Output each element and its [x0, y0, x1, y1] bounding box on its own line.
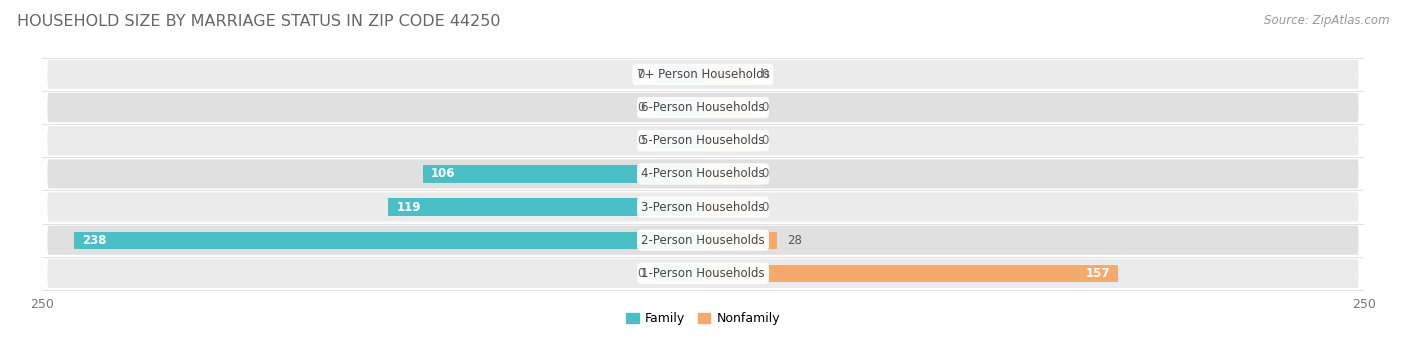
- Bar: [703, 66, 751, 83]
- Text: 0: 0: [761, 167, 769, 180]
- Text: 7+ Person Households: 7+ Person Households: [637, 68, 769, 81]
- Bar: [655, 132, 703, 149]
- Text: 0: 0: [761, 101, 769, 114]
- Bar: [655, 66, 703, 83]
- Bar: [75, 232, 703, 249]
- Text: 2-Person Households: 2-Person Households: [641, 234, 765, 247]
- FancyBboxPatch shape: [48, 159, 1358, 189]
- Text: 106: 106: [430, 167, 456, 180]
- Text: 0: 0: [761, 201, 769, 213]
- Text: 0: 0: [637, 68, 645, 81]
- Bar: [655, 99, 703, 116]
- Bar: [423, 165, 703, 182]
- Bar: [703, 99, 751, 116]
- FancyBboxPatch shape: [48, 192, 1358, 222]
- Bar: [703, 165, 751, 182]
- Text: 4-Person Households: 4-Person Households: [641, 167, 765, 180]
- Bar: [703, 132, 751, 149]
- Text: HOUSEHOLD SIZE BY MARRIAGE STATUS IN ZIP CODE 44250: HOUSEHOLD SIZE BY MARRIAGE STATUS IN ZIP…: [17, 14, 501, 29]
- FancyBboxPatch shape: [48, 259, 1358, 288]
- FancyBboxPatch shape: [48, 93, 1358, 122]
- Text: 0: 0: [761, 134, 769, 147]
- Text: Source: ZipAtlas.com: Source: ZipAtlas.com: [1264, 14, 1389, 27]
- Text: 1-Person Households: 1-Person Households: [641, 267, 765, 280]
- FancyBboxPatch shape: [48, 226, 1358, 255]
- Text: 238: 238: [82, 234, 107, 247]
- Text: 3-Person Households: 3-Person Households: [641, 201, 765, 213]
- Text: 0: 0: [761, 68, 769, 81]
- Text: 0: 0: [637, 134, 645, 147]
- Text: 0: 0: [637, 101, 645, 114]
- Text: 157: 157: [1085, 267, 1111, 280]
- Bar: [703, 198, 751, 216]
- Text: 119: 119: [396, 201, 420, 213]
- Bar: [655, 265, 703, 282]
- FancyBboxPatch shape: [48, 60, 1358, 89]
- FancyBboxPatch shape: [48, 126, 1358, 155]
- Legend: Family, Nonfamily: Family, Nonfamily: [621, 307, 785, 330]
- Bar: [388, 198, 703, 216]
- Text: 5-Person Households: 5-Person Households: [641, 134, 765, 147]
- Bar: [703, 265, 1118, 282]
- Bar: [703, 232, 778, 249]
- Text: 6-Person Households: 6-Person Households: [641, 101, 765, 114]
- Text: 28: 28: [787, 234, 803, 247]
- Text: 0: 0: [637, 267, 645, 280]
